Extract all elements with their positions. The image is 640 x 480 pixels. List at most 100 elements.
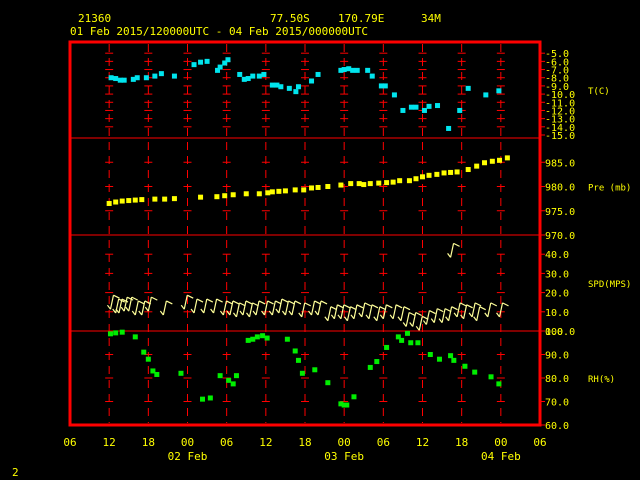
temp-point (365, 67, 371, 73)
pres-point (230, 192, 236, 198)
wind-barb-shaft (327, 306, 332, 321)
wind-barb (281, 300, 295, 316)
wind-barb-tail (106, 304, 111, 310)
pres-point (361, 182, 367, 188)
y-tick-label: 60.0 (545, 421, 569, 432)
station-longitude: 170.79E (338, 12, 384, 25)
wind-barb-tail (268, 310, 273, 316)
wind-barb-shaft (284, 300, 290, 316)
wind-barb-tail (288, 310, 293, 316)
rh-point (295, 357, 301, 363)
wind-barb (298, 302, 312, 318)
rh-point (488, 374, 494, 380)
wind-barb-shaft (333, 304, 338, 319)
wind-barb-flag (337, 304, 344, 309)
wind-barb-flag (314, 300, 321, 305)
pres-point (106, 200, 112, 206)
temp-point (286, 85, 292, 91)
wind-barb-tail (379, 314, 384, 320)
wind-barb-tail (180, 304, 185, 310)
wind-barb-shaft (368, 304, 373, 319)
rh-point (341, 402, 347, 408)
wind-barb (112, 298, 125, 314)
wind-barb-tail (115, 308, 120, 314)
rh-point (325, 380, 331, 386)
wind-barb (409, 311, 422, 327)
wind-barb-shaft (235, 302, 241, 318)
temp-point (191, 62, 197, 68)
pres-point (397, 178, 403, 184)
pres-point (504, 155, 510, 161)
wind-barb (239, 300, 253, 316)
temp-point (198, 59, 204, 65)
wind-barb-shaft (400, 306, 405, 321)
pres-point (489, 158, 495, 164)
temp-point (378, 83, 384, 89)
wind-barb-flag (166, 300, 173, 305)
rh-point (472, 369, 478, 375)
wind-barb-shaft (203, 298, 208, 314)
panel-label-temp: T(C) (588, 87, 610, 97)
pres-point (348, 181, 354, 187)
date-label: 04 Feb (481, 450, 521, 463)
wind-barb-tail (496, 312, 501, 318)
wind-barb-shaft (109, 295, 115, 310)
wind-barb (379, 304, 393, 320)
temp-point (369, 73, 375, 79)
rh-point (254, 334, 260, 340)
wind-barb (447, 242, 460, 258)
temp-point (256, 73, 262, 79)
temp-point (391, 92, 397, 98)
wind-barb-flag (245, 300, 253, 305)
wind-barb-shaft (340, 304, 345, 319)
pres-point (482, 160, 488, 166)
y-tick-label: 970.0 (545, 231, 575, 242)
y-tick-label: 30.0 (545, 269, 569, 280)
wind-barb-shaft (463, 304, 468, 319)
wind-barb-tail (350, 314, 355, 320)
wind-barb-flag (479, 306, 486, 311)
pres-point (441, 170, 447, 176)
wind-barb-tail (314, 310, 319, 316)
page-number: 2 (12, 466, 19, 479)
wind-barb-shaft (301, 302, 306, 318)
wind-barb (252, 300, 266, 316)
wind-barb-flag (281, 298, 289, 303)
wind-barb-shaft (255, 300, 260, 316)
temp-point (274, 82, 280, 88)
y-tick-label: -5.0 (545, 49, 569, 60)
wind-barb (484, 302, 498, 318)
temp-point (408, 104, 414, 110)
rh-point (427, 352, 433, 357)
x-tick-label: 06 (63, 436, 76, 449)
wind-barb (389, 304, 403, 320)
temp-point (130, 76, 136, 82)
wind-barb-shaft (291, 300, 296, 316)
pres-point (497, 157, 503, 163)
wind-barb (226, 300, 240, 316)
wind-barb-tail (210, 308, 215, 314)
plot-frame (68, 40, 542, 427)
y-tick-label: 980.0 (545, 183, 575, 194)
wind-barb (308, 300, 321, 316)
wind-barb-tail (389, 314, 394, 320)
temp-point (309, 78, 315, 84)
wind-barb-tail (460, 314, 465, 320)
wind-barb-flag (121, 298, 129, 303)
wind-barb-shaft (412, 312, 417, 327)
rh-point (150, 368, 156, 374)
rh-point (178, 370, 184, 376)
wind-barb (288, 300, 302, 316)
y-tick-label: 985.0 (545, 158, 575, 169)
temp-point (225, 57, 231, 63)
wind-barb-tail (246, 312, 250, 318)
wind-barb-flag (386, 304, 393, 309)
wind-barb-flag (304, 302, 312, 307)
wind-barb (350, 304, 364, 320)
y-tick-label: -11.0 (545, 98, 575, 109)
wind-barb (275, 298, 289, 314)
temp-point (215, 67, 221, 73)
wind-barb-flag (216, 298, 223, 303)
wind-barb-tail (131, 310, 136, 316)
wind-barb-flag (364, 302, 372, 307)
